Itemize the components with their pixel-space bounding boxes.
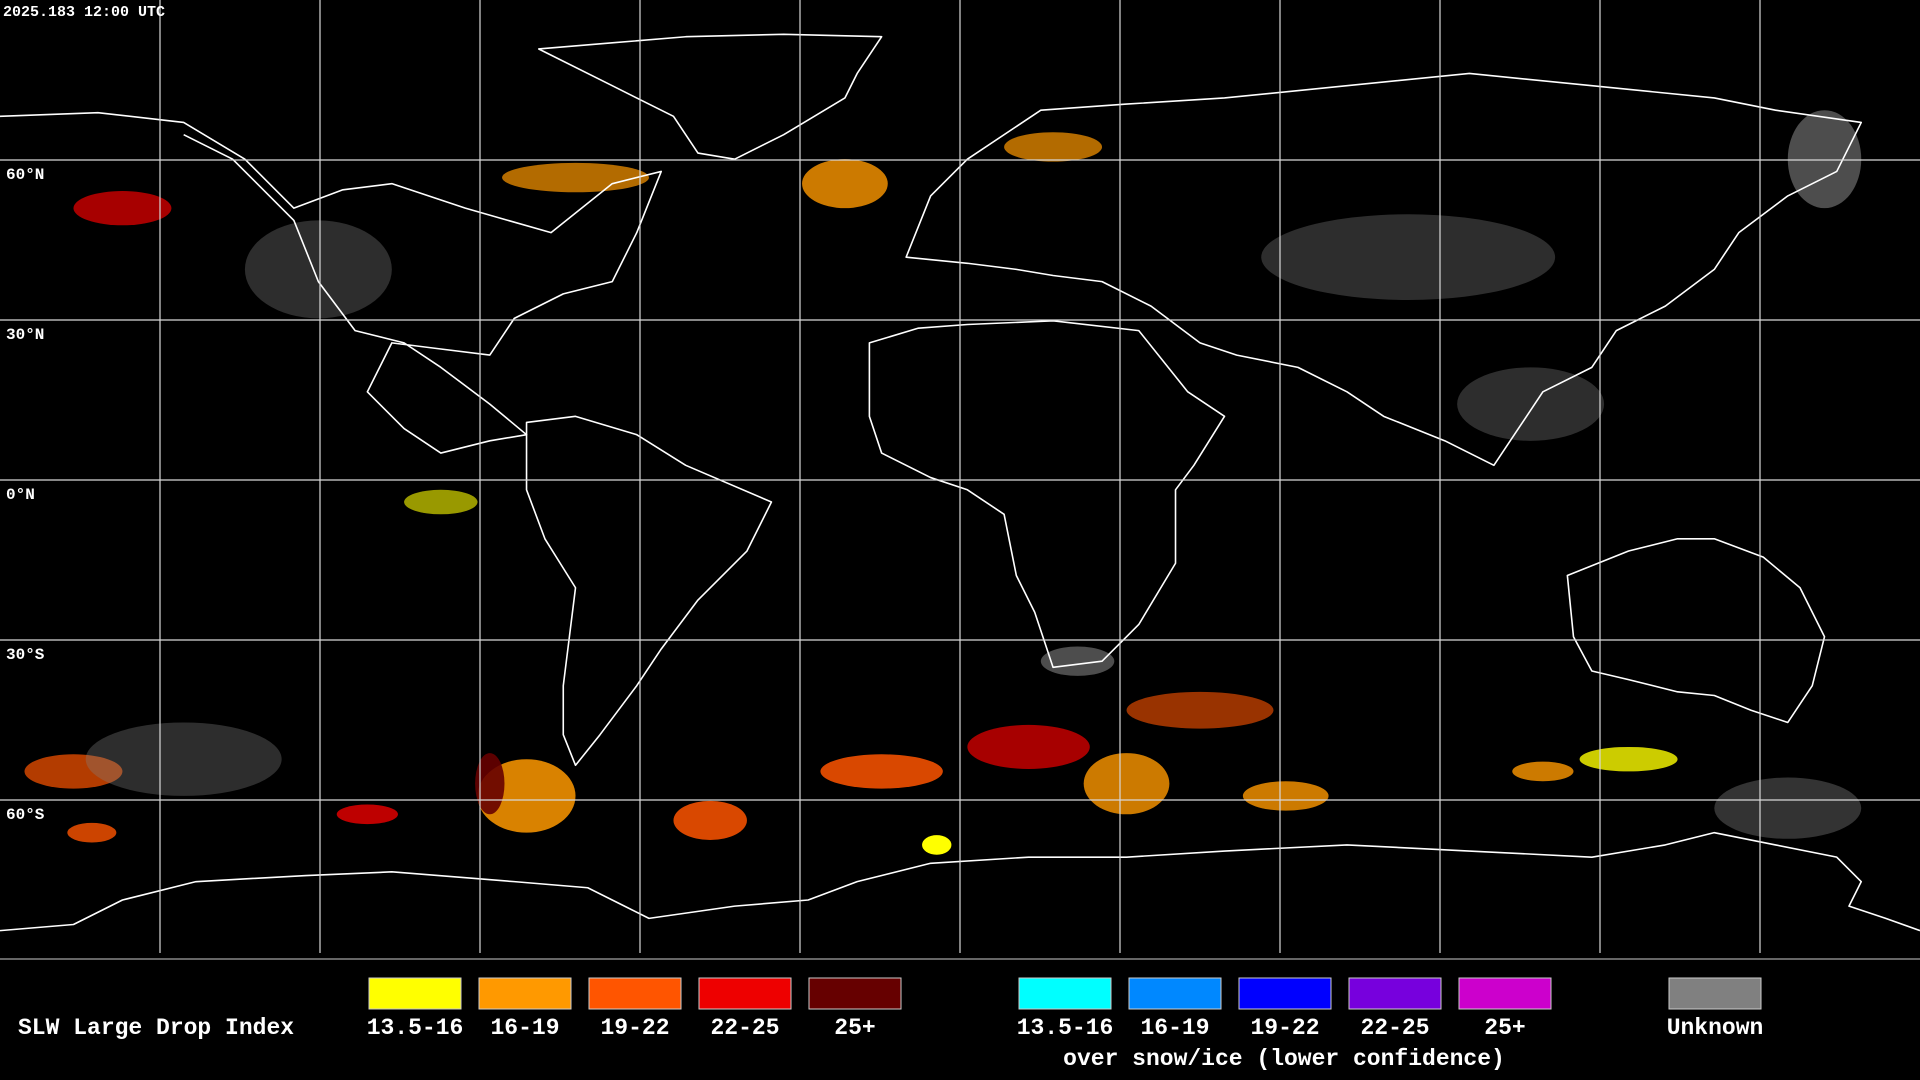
cloud [244,220,392,319]
legend-swatch [1458,977,1552,1010]
latitude-labels: 60°N 30°N 0°N 30°S 60°S [6,166,45,824]
coastline [539,34,882,159]
coastline [1567,539,1824,723]
coastline [0,833,1920,931]
legend-label: 22-25 [710,1015,779,1041]
cloud [673,800,747,841]
cloud [67,822,117,843]
latitude-label: 0°N [6,486,35,504]
graticule [0,0,1920,953]
legend-label: 13.5-16 [367,1015,464,1041]
legend-swatch [478,977,572,1010]
legend-swatch [588,977,682,1010]
timestamp: 2025.183 12:00 UTC [3,4,165,21]
legend-swatch [1348,977,1442,1010]
cloud [820,754,943,789]
legend-swatch [1238,977,1332,1010]
coastline [527,416,772,765]
cloud [1126,691,1274,729]
legend-swatch [1668,977,1762,1010]
legend-swatch [808,977,902,1010]
legend-label: Unknown [1667,1015,1764,1041]
legend-label: 25+ [1484,1015,1525,1041]
legend-label: 22-25 [1360,1015,1429,1041]
cloud [404,489,478,515]
cloud [922,835,952,855]
cloud [1457,367,1605,441]
latitude-label: 30°S [6,646,45,664]
cloud [967,724,1090,769]
cloud [1083,753,1170,815]
legend-swatch [698,977,792,1010]
legend-title: SLW Large Drop Index [18,1015,294,1041]
coastlines [0,34,1920,930]
cloud [475,753,505,815]
cloud [85,722,282,796]
legend: SLW Large Drop Index over snow/ice (lowe… [18,977,1764,1072]
latitude-label: 30°N [6,326,44,344]
cloud [24,754,123,789]
coastline [0,113,661,453]
latitude-label: 60°N [6,166,44,184]
cloud [802,159,888,209]
cloud [1579,746,1678,772]
cloud [73,191,172,226]
coastline [906,73,1861,465]
cloud [1040,646,1115,676]
cloud [1512,761,1574,782]
legend-swatch [368,977,462,1010]
legend-label: 19-22 [1250,1015,1319,1041]
cloud [1242,781,1329,811]
cloud [1004,132,1103,162]
legend-divider [0,958,1920,960]
legend-label: 16-19 [1140,1015,1209,1041]
cloud-field [24,110,1862,855]
cloud [1261,214,1556,301]
snow-caption: over snow/ice (lower confidence) [1063,1046,1505,1072]
cloud [1714,777,1862,839]
legend-swatch [1018,977,1112,1010]
cloud [1787,110,1862,209]
cloud [336,804,398,825]
legend-swatch [1128,977,1222,1010]
legend-label: 25+ [834,1015,875,1041]
cloud [502,162,649,193]
legend-label: 13.5-16 [1017,1015,1114,1041]
legend-label: 16-19 [490,1015,559,1041]
latitude-label: 60°S [6,806,45,824]
coastline [869,321,1224,668]
legend-label: 19-22 [600,1015,669,1041]
